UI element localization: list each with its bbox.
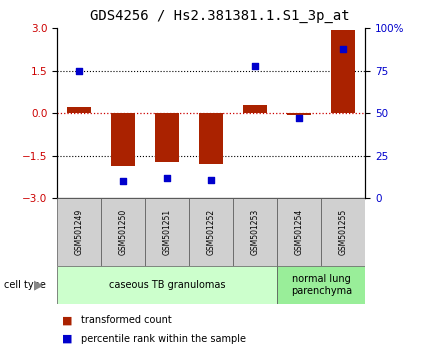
Text: ▶: ▶: [34, 279, 44, 291]
Text: percentile rank within the sample: percentile rank within the sample: [81, 334, 246, 344]
Text: GSM501251: GSM501251: [163, 209, 172, 255]
Point: [252, 63, 259, 69]
Point: [76, 68, 83, 74]
FancyBboxPatch shape: [277, 266, 365, 304]
Bar: [111, 113, 136, 166]
Text: GSM501249: GSM501249: [75, 209, 84, 255]
Text: ■: ■: [62, 315, 72, 325]
FancyBboxPatch shape: [57, 198, 101, 266]
Point: [296, 115, 303, 121]
Text: ■: ■: [62, 334, 72, 344]
Text: GSM501255: GSM501255: [339, 209, 348, 255]
FancyBboxPatch shape: [277, 198, 321, 266]
Bar: [67, 107, 92, 113]
Point: [208, 177, 215, 182]
Text: GSM501254: GSM501254: [295, 209, 304, 255]
Text: cell type: cell type: [4, 280, 46, 290]
Text: GDS4256 / Hs2.381381.1.S1_3p_at: GDS4256 / Hs2.381381.1.S1_3p_at: [90, 9, 350, 23]
FancyBboxPatch shape: [321, 198, 365, 266]
FancyBboxPatch shape: [189, 198, 233, 266]
Point: [120, 178, 127, 184]
Text: caseous TB granulomas: caseous TB granulomas: [109, 280, 225, 290]
Text: GSM501253: GSM501253: [251, 209, 260, 255]
Text: GSM501252: GSM501252: [207, 209, 216, 255]
FancyBboxPatch shape: [145, 198, 189, 266]
FancyBboxPatch shape: [57, 266, 277, 304]
Bar: [243, 105, 268, 113]
Bar: [331, 30, 356, 113]
FancyBboxPatch shape: [233, 198, 277, 266]
Text: transformed count: transformed count: [81, 315, 172, 325]
Text: normal lung
parenchyma: normal lung parenchyma: [291, 274, 352, 296]
Bar: [287, 113, 312, 115]
Point: [340, 46, 347, 52]
Bar: [155, 113, 180, 162]
Bar: [199, 113, 224, 164]
Text: GSM501250: GSM501250: [119, 209, 128, 255]
FancyBboxPatch shape: [101, 198, 145, 266]
Point: [164, 175, 171, 181]
